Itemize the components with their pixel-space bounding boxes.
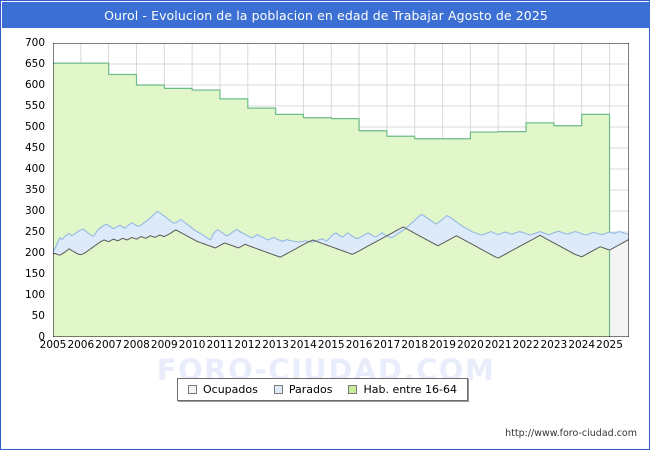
plot-area [53,43,629,337]
x-tick-label: 2010 [178,339,206,351]
x-tick-label: 2016 [345,339,373,351]
legend-label-habitantes: Hab. entre 16-64 [363,383,458,396]
chart-canvas [53,43,629,337]
y-tick-label: 0 [38,331,45,343]
x-tick-label: 2015 [317,339,345,351]
legend-label-parados: Parados [288,383,333,396]
x-tick-label: 2007 [95,339,123,351]
y-axis-labels: 0 50 100 150 200 250 300 350 400 450 500 550 600 650 7… [1,38,49,343]
series-ocupados-line [53,226,629,259]
y-tick-label: 50 [31,310,45,322]
x-tick-label: 2025 [596,339,623,351]
x-tick-label: 2006 [67,339,95,351]
x-tick-label: 2009 [150,339,178,351]
x-tick-label: 2008 [123,339,150,351]
legend-item-ocupados[interactable]: Ocupados [188,383,258,396]
legend-item-parados[interactable]: Parados [273,383,333,396]
y-tick-label: 300 [24,205,45,217]
chart-legend: Ocupados Parados Hab. entre 16-64 [177,378,469,401]
y-tick-label: 450 [24,142,45,154]
y-tick-label: 500 [24,121,45,133]
x-tick-label: 2014 [290,339,317,351]
y-tick-label: 700 [24,37,45,49]
legend-swatch-parados [273,385,283,394]
page-title: Ourol - Evolucion de la poblacion en eda… [104,7,548,23]
y-tick-label: 550 [24,100,45,112]
y-tick-label: 250 [24,226,45,238]
legend-swatch-habitantes [348,385,358,394]
x-axis-labels: 2005 2006 2007 2008 2009 2010 2011 2012 2013 2014… [40,339,629,355]
x-tick-label: 2022 [512,339,540,351]
x-tick-label: 2012 [234,339,262,351]
x-tick-label: 2013 [262,339,289,351]
x-tick-label: 2021 [484,339,512,351]
x-tick-label: 2005 [39,339,67,351]
y-tick-label: 100 [24,289,45,301]
y-tick-label: 650 [24,58,45,70]
x-tick-label: 2020 [457,339,484,351]
y-tick-label: 150 [24,268,45,280]
x-tick-label: 2011 [206,339,234,351]
source-url[interactable]: http://www.foro-ciudad.com [505,428,637,439]
legend-swatch-ocupados [188,385,197,394]
y-tick-label: 350 [24,184,45,196]
legend-label-ocupados: Ocupados [203,383,258,396]
x-tick-label: 2018 [401,339,429,351]
x-tick-label: 2023 [540,339,568,351]
y-tick-label: 200 [24,247,45,259]
series-habitantes-area [53,62,611,337]
y-tick-label: 600 [24,79,45,91]
chart-title-bar: Ourol - Evolucion de la poblacion en eda… [2,2,650,28]
x-tick-label: 2019 [429,339,456,351]
series-parados-area [53,210,629,259]
y-tick-label: 400 [24,163,45,175]
x-tick-label: 2017 [373,339,401,351]
legend-item-habitantes[interactable]: Hab. entre 16-64 [348,383,457,396]
x-tick-label: 2024 [568,339,596,351]
